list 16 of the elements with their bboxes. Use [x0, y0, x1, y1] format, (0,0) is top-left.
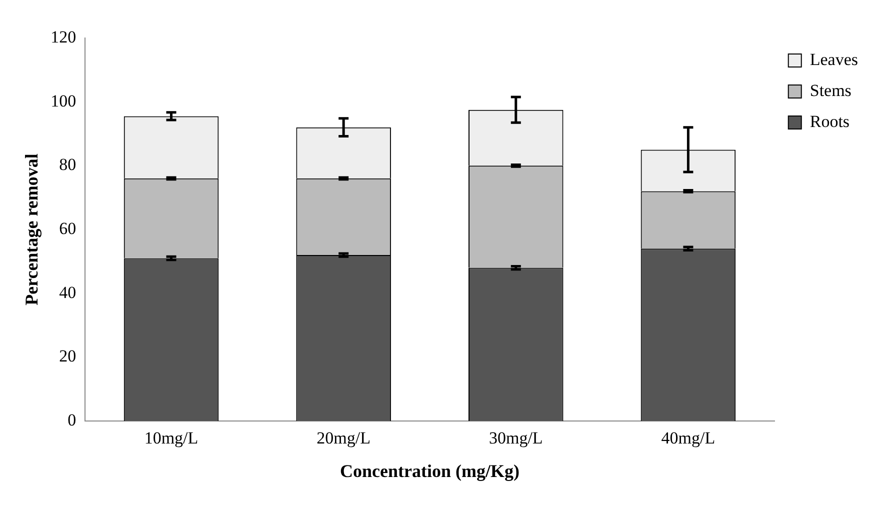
y-axis-title: Percentage removal — [21, 154, 42, 306]
x-tick-label: 40mg/L — [661, 428, 716, 448]
y-tick-label: 120 — [50, 27, 76, 46]
y-tick-label: 60 — [59, 218, 76, 238]
y-tick-label: 100 — [50, 91, 76, 110]
x-tick-label: 30mg/L — [488, 428, 543, 448]
x-axis-title: Concentration (mg/Kg) — [340, 460, 520, 481]
y-tick-label: 40 — [59, 282, 76, 302]
x-tick-label: 10mg/L — [144, 428, 198, 448]
legend-label: Stems — [810, 80, 852, 100]
x-tick-label: 20mg/L — [316, 428, 370, 448]
y-tick-label: 80 — [59, 155, 76, 174]
legend-label: Roots — [810, 112, 850, 131]
y-tick-label: 20 — [59, 346, 76, 366]
legend-label: Leaves — [810, 50, 858, 69]
y-tick-label: 0 — [68, 410, 76, 430]
